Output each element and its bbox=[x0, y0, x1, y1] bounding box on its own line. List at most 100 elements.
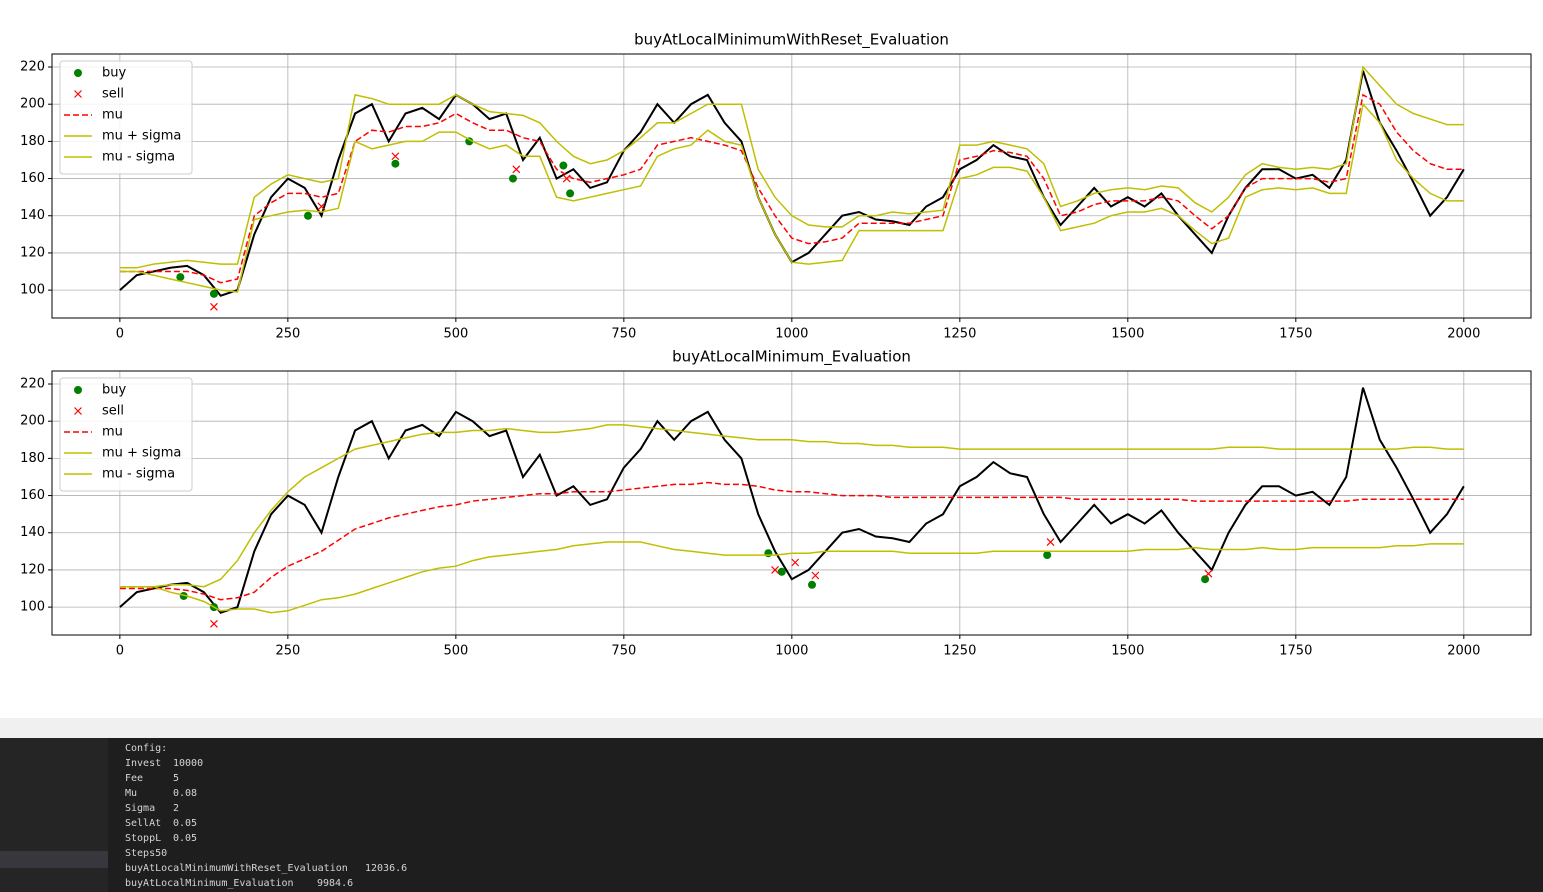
x-tick-label: 2000 bbox=[1447, 644, 1480, 659]
y-tick-label: 120 bbox=[20, 562, 45, 577]
x-tick-label: 1250 bbox=[943, 327, 976, 342]
sell-marker bbox=[771, 566, 779, 574]
axes-frame bbox=[51, 370, 1532, 636]
legend-symbol bbox=[74, 69, 82, 77]
x-tick-label: 0 bbox=[116, 327, 124, 342]
x-tick-label: 1250 bbox=[943, 644, 976, 659]
output-key: Config: bbox=[125, 743, 168, 754]
output-value: 12036.6 bbox=[365, 863, 408, 874]
series-line bbox=[119, 541, 1464, 614]
legend-label: mu - sigma bbox=[102, 150, 175, 165]
series-line bbox=[119, 93, 1464, 284]
sidebar bbox=[0, 738, 108, 892]
x-tick-label: 250 bbox=[275, 644, 300, 659]
output-key: Sigma bbox=[125, 803, 156, 814]
plot-area bbox=[119, 65, 1465, 311]
output-value: 0.05 bbox=[173, 818, 198, 829]
sell-marker bbox=[210, 302, 218, 311]
output-line: buyAtLocalMinimumWithReset_Evaluation 120… bbox=[125, 861, 407, 876]
output-key: SellAt bbox=[125, 818, 162, 829]
buy-marker bbox=[508, 174, 517, 183]
x-tick-label: 750 bbox=[611, 327, 636, 342]
series-line bbox=[119, 102, 1464, 293]
buy-marker bbox=[777, 567, 786, 576]
x-tick-label: 1500 bbox=[1111, 644, 1144, 659]
x-tick-label: 2000 bbox=[1447, 327, 1480, 342]
x-tick-label: 500 bbox=[443, 644, 468, 659]
sell-marker bbox=[391, 152, 400, 161]
output-key: Fee bbox=[125, 773, 144, 784]
y-tick-label: 160 bbox=[20, 488, 45, 503]
output-value: 0.08 bbox=[173, 788, 198, 799]
output-line: Invest 10000 bbox=[125, 756, 407, 771]
buy-marker bbox=[807, 580, 816, 589]
legend-symbol bbox=[74, 407, 82, 415]
output-key: StoppL bbox=[125, 833, 162, 844]
y-tick-label: 220 bbox=[20, 377, 45, 392]
output-line: Steps50 bbox=[125, 846, 407, 861]
legend-label: mu bbox=[102, 425, 123, 440]
x-tick-label: 500 bbox=[443, 327, 468, 342]
selected-item[interactable] bbox=[0, 851, 108, 868]
buy-marker bbox=[1043, 551, 1052, 560]
buy-marker bbox=[209, 289, 218, 298]
x-tick-label: 1000 bbox=[775, 327, 808, 342]
legend-label: buy bbox=[102, 383, 126, 398]
output-key: buyAtLocalMinimum_Evaluation bbox=[125, 878, 294, 889]
output-value: 5 bbox=[173, 773, 180, 784]
buy-marker bbox=[391, 159, 400, 168]
x-tick-label: 1750 bbox=[1279, 327, 1312, 342]
y-tick-label: 120 bbox=[20, 245, 45, 260]
output-line: Config: bbox=[125, 741, 407, 756]
buy-marker bbox=[304, 211, 313, 220]
output-value: 9984.6 bbox=[317, 878, 354, 889]
x-tick-label: 250 bbox=[275, 327, 300, 342]
legend-symbol bbox=[74, 90, 82, 98]
series-line bbox=[119, 65, 1464, 269]
output-value: 2 bbox=[173, 803, 180, 814]
axes-frame bbox=[51, 53, 1532, 319]
sell-marker bbox=[1046, 538, 1055, 546]
x-tick-label: 1750 bbox=[1279, 644, 1312, 659]
output-key: Mu bbox=[125, 788, 138, 799]
sell-marker bbox=[317, 202, 326, 211]
buy-marker bbox=[566, 189, 575, 198]
y-tick-label: 100 bbox=[20, 600, 45, 615]
output-line: Fee 5 bbox=[125, 771, 407, 786]
output-key: Invest bbox=[125, 758, 162, 769]
legend-label: mu bbox=[102, 108, 123, 123]
x-tick-label: 0 bbox=[116, 644, 124, 659]
sell-marker bbox=[791, 558, 800, 567]
sell-marker bbox=[210, 619, 218, 628]
buy-marker bbox=[764, 549, 773, 558]
y-tick-label: 200 bbox=[20, 97, 45, 112]
price-line bbox=[119, 387, 1465, 614]
buy-marker bbox=[559, 161, 568, 170]
legend-box bbox=[59, 377, 193, 492]
legend-label: mu - sigma bbox=[102, 467, 175, 482]
legend-label: mu + sigma bbox=[102, 129, 181, 144]
buy-marker bbox=[1201, 575, 1210, 584]
output-line: StoppL 0.05 bbox=[125, 831, 407, 846]
y-tick-label: 160 bbox=[20, 171, 45, 186]
legend-label: buy bbox=[102, 66, 126, 81]
buy-marker bbox=[465, 137, 474, 146]
legend-label: sell bbox=[102, 404, 124, 419]
chart-title: buyAtLocalMinimumWithReset_Evaluation bbox=[634, 31, 949, 50]
terminal-panel: Config: Invest 10000 Fee 5 Mu 0.08 Sigma 2 SellAt… bbox=[0, 738, 1543, 892]
legend-symbol bbox=[74, 386, 82, 394]
y-tick-label: 180 bbox=[20, 451, 45, 466]
output-value: 10000 bbox=[173, 758, 204, 769]
buy-marker bbox=[176, 273, 185, 282]
y-tick-label: 220 bbox=[20, 60, 45, 75]
legend-label: sell bbox=[102, 87, 124, 102]
y-tick-label: 140 bbox=[20, 208, 45, 223]
legend-box bbox=[59, 60, 193, 175]
output-value: 0.05 bbox=[173, 833, 198, 844]
sell-marker bbox=[1204, 569, 1213, 578]
output-line: Mu 0.08 bbox=[125, 786, 407, 801]
sell-marker bbox=[811, 571, 820, 580]
x-tick-label: 1500 bbox=[1111, 327, 1144, 342]
divider bbox=[0, 718, 1543, 738]
